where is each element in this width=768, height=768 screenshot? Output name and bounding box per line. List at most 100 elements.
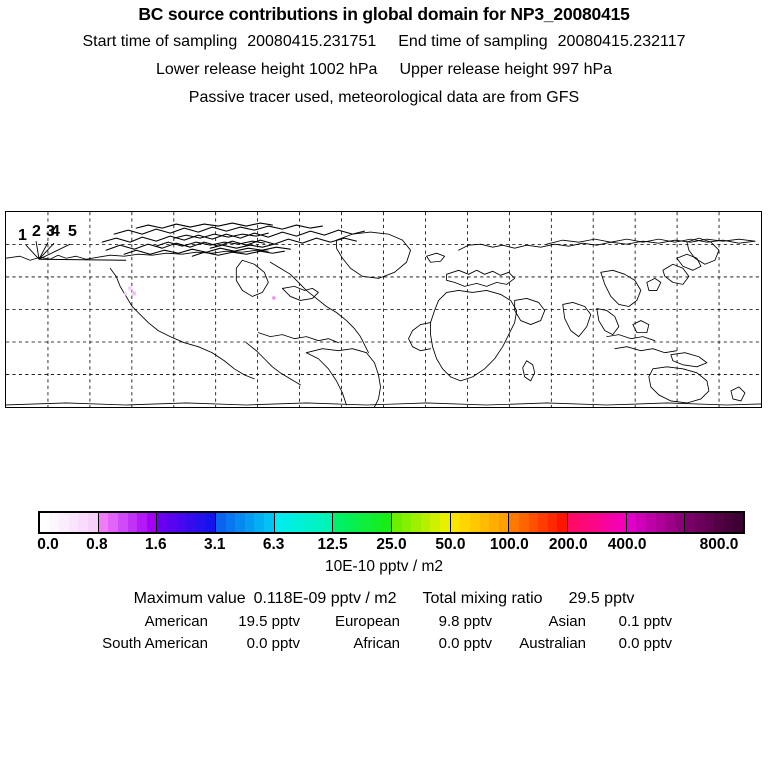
colorbar-step: [430, 513, 441, 532]
start-time-value: 20080415.231751: [247, 33, 377, 50]
colorbar-step: [333, 513, 343, 532]
colorbar-step: [254, 513, 265, 532]
contribution-european: European 9.8 pptv: [300, 613, 492, 630]
colorbar-step: [352, 513, 363, 532]
colorbar-step: [244, 513, 255, 532]
total-mixing-ratio-label: Total mixing ratio: [422, 590, 543, 607]
maximum-value-label: Maximum value: [133, 590, 246, 607]
maximum-value: 0.118E-09 pptv / m2: [253, 590, 397, 607]
contribution-value: 0.0 pptv: [246, 635, 300, 652]
colorbar-segment: [509, 513, 569, 532]
colorbar-tick-label: 50.0: [435, 536, 466, 553]
colorbar-step: [127, 513, 138, 532]
maximum-and-total-row: Maximum value 0.118E-09 pptv / m2 Total mi…: [0, 590, 768, 608]
contribution-row: South American 0.0 pptv African 0.0 pptv…: [0, 635, 768, 652]
colorbar-step: [313, 513, 323, 532]
release-marker-1: 1: [18, 227, 27, 244]
colorbar-step: [557, 513, 568, 532]
colorbar-step: [108, 513, 118, 532]
colorbar-step: [665, 513, 675, 532]
colorbar-step: [733, 513, 744, 532]
colorbar-step: [381, 513, 392, 532]
colorbar-step: [568, 513, 578, 532]
release-height-line: Lower release height 1002 hPa Upper relea…: [0, 61, 768, 79]
colorbar-step: [587, 513, 597, 532]
colorbar-segment: [157, 513, 217, 532]
colorbar-tick-label: 200.0: [548, 536, 588, 553]
graticule-grid: [6, 212, 761, 407]
colorbar-tick-label: 0.8: [86, 536, 108, 553]
colorbar-segment: [392, 513, 451, 532]
colorbar-step: [68, 513, 79, 532]
colorbar-step: [528, 513, 539, 532]
contribution-label: South American: [102, 635, 208, 652]
colorbar-step: [264, 513, 274, 532]
colorbar-step: [606, 513, 617, 532]
page-title: BC source contributions in global domain…: [138, 4, 630, 24]
colorbar-segment: [568, 513, 627, 532]
release-marker-rays: [25, 241, 127, 261]
colorbar-step: [420, 513, 431, 532]
concentration-field: [124, 286, 276, 300]
colorbar-segment: [333, 513, 393, 532]
colorbar-step: [479, 513, 490, 532]
colorbar-tick-label: 800.0: [699, 536, 739, 553]
colorbar-step: [655, 513, 666, 532]
colorbar-step: [98, 513, 109, 532]
colorbar-gradient: [38, 511, 745, 534]
contribution-african: African 0.0 pptv: [300, 635, 492, 652]
colorbar: [38, 511, 745, 534]
contribution-label: Australian: [519, 635, 586, 652]
contribution-value: 9.8 pptv: [438, 613, 492, 630]
end-time-label: End time of sampling: [398, 33, 548, 50]
colorbar-tick-label: 1.6: [145, 536, 167, 553]
sampling-time-line: Start time of sampling 20080415.231751 End…: [0, 33, 768, 51]
colorbar-step: [78, 513, 89, 532]
start-time-label: Start time of sampling: [82, 33, 238, 50]
colorbar-step: [469, 513, 480, 532]
colorbar-step: [225, 513, 236, 532]
contribution-row: American 19.5 pptv European 9.8 pptv Asi…: [0, 613, 768, 630]
colorbar-step: [674, 513, 685, 532]
tracer-note: Passive tracer used, meteorological data…: [188, 89, 580, 106]
colorbar-step: [636, 513, 646, 532]
contribution-label: African: [353, 635, 400, 652]
colorbar-segment: [274, 513, 334, 532]
colorbar-step: [401, 513, 412, 532]
end-time-value: 20080415.232117: [557, 33, 686, 50]
map-panel[interactable]: 1 2 3 4 5: [5, 211, 762, 408]
colorbar-step: [596, 513, 607, 532]
release-marker-4: 4: [51, 223, 60, 240]
colorbar-step: [362, 513, 372, 532]
colorbar-step: [695, 513, 705, 532]
colorbar-step: [49, 513, 60, 532]
colorbar-tick-label: 25.0: [376, 536, 407, 553]
colorbar-step: [293, 513, 304, 532]
colorbar-step: [137, 513, 147, 532]
contribution-label: American: [144, 613, 208, 630]
colorbar-step: [186, 513, 196, 532]
colorbar-unit-label: 10E-10 pptv / m2: [324, 558, 444, 575]
colorbar-segment: [450, 513, 510, 532]
colorbar-step: [538, 513, 548, 532]
colorbar-step: [411, 513, 421, 532]
colorbar-step: [440, 513, 450, 532]
colorbar-tick-labels: 0.0 0.8 1.6 3.1 6.3 12.5 25.0 50.0 100.0 200.0 400…: [0, 536, 768, 556]
upper-release-height: Upper release height 997 hPa: [399, 61, 613, 78]
contribution-value: 19.5 pptv: [238, 613, 300, 630]
contribution-south-american: South American 0.0 pptv: [96, 635, 300, 652]
colorbar-step: [450, 513, 461, 532]
colorbar-step: [88, 513, 98, 532]
colorbar-step: [371, 513, 382, 532]
colorbar-segment: [626, 513, 686, 532]
colorbar-step: [498, 513, 509, 532]
contribution-value: 0.0 pptv: [618, 635, 672, 652]
release-marker-2: 2: [32, 223, 41, 240]
colorbar-step: [235, 513, 245, 532]
colorbar-step: [723, 513, 734, 532]
colorbar-segment: [40, 513, 99, 532]
colorbar-step: [59, 513, 69, 532]
colorbar-step: [117, 513, 128, 532]
contribution-value: 0.1 pptv: [618, 613, 672, 630]
